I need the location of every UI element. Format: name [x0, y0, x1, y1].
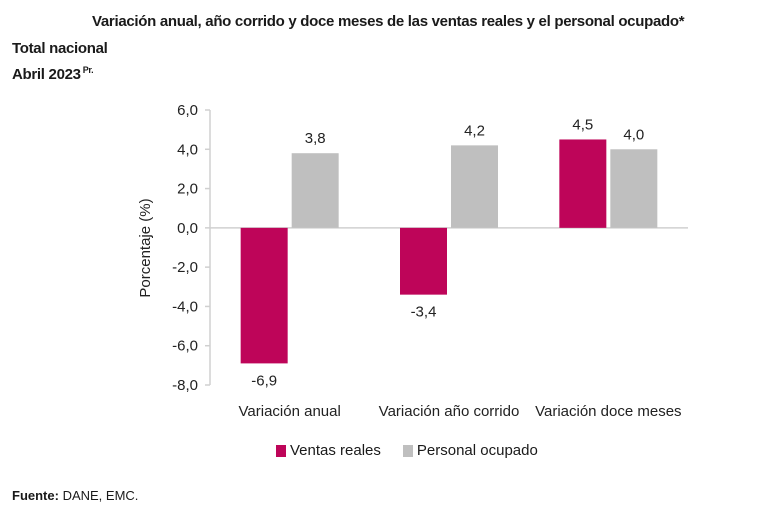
legend-item-personal: Personal ocupado	[402, 442, 538, 459]
bar-ventas-reales	[559, 139, 607, 228]
data-label: 4,5	[572, 116, 593, 133]
legend-label-ventas: Ventas reales	[290, 442, 381, 459]
y-tick-label: -8,0	[172, 377, 198, 394]
y-tick-label: 6,0	[177, 102, 198, 119]
y-axis-label: Porcentaje (%)	[137, 198, 154, 297]
bar-ventas-reales	[240, 227, 288, 364]
y-tick-label: 0,0	[177, 220, 198, 237]
y-tick-label: 4,0	[177, 141, 198, 158]
chart-subtitle-region: Total nacional	[12, 40, 108, 57]
data-label: 4,2	[464, 122, 485, 139]
y-tick-label: -4,0	[172, 298, 198, 315]
bar-personal-ocupado	[451, 145, 498, 228]
preliminary-mark: Pr.	[82, 65, 94, 75]
source-note: Fuente: DANE, EMC.	[12, 488, 138, 503]
period-text: Abril 2023	[12, 66, 81, 83]
source-label: Fuente:	[12, 488, 59, 503]
chart-subtitle-period: Abril 2023 Pr.	[12, 65, 94, 83]
y-tick-label: 2,0	[177, 181, 198, 198]
legend-item-ventas: Ventas reales	[276, 442, 381, 459]
bar-ventas-reales	[400, 227, 447, 295]
data-label: -6,9	[251, 372, 277, 389]
bar-personal-ocupado	[291, 153, 339, 228]
chart-title: Variación anual, año corrido y doce mese…	[92, 13, 685, 30]
legend-label-personal: Personal ocupado	[416, 442, 538, 459]
y-tick-label: -2,0	[172, 259, 198, 276]
y-tick-label: -6,0	[172, 338, 198, 355]
legend: Ventas reales Personal ocupado	[276, 442, 538, 459]
legend-swatch-personal	[402, 444, 413, 457]
source-text: DANE, EMC.	[58, 488, 139, 503]
x-category-label: Variación anual	[239, 403, 341, 420]
bar-personal-ocupado	[610, 149, 658, 228]
data-label: 3,8	[305, 130, 326, 147]
x-category-label: Variación año corrido	[379, 403, 520, 420]
data-label: -3,4	[411, 304, 437, 321]
legend-swatch-ventas	[276, 444, 286, 457]
data-label: 4,0	[623, 126, 644, 143]
x-category-label: Variación doce meses	[535, 403, 681, 420]
